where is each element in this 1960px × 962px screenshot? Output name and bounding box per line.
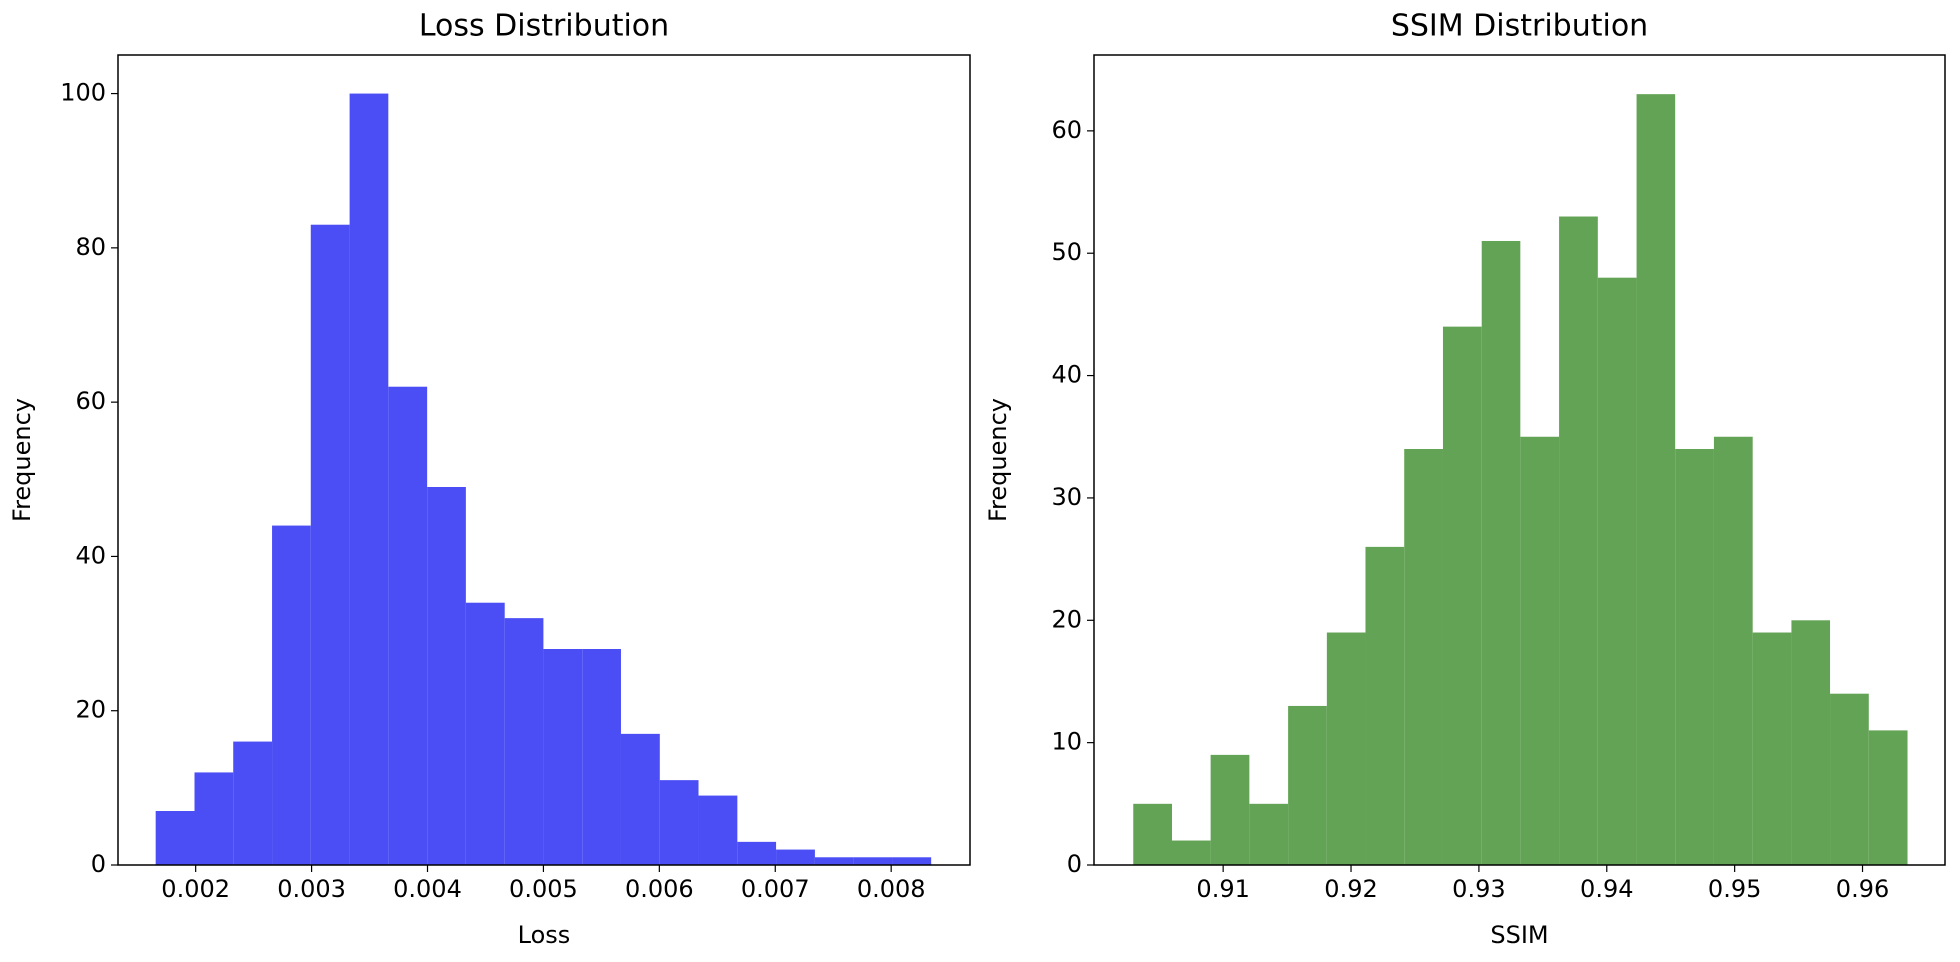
y-tick-label: 50: [1051, 238, 1082, 266]
bar: [388, 386, 428, 865]
x-tick-label: 0.96: [1836, 875, 1889, 903]
bar: [1791, 620, 1831, 865]
bar: [659, 780, 699, 865]
y-axis-label: Frequency: [8, 398, 36, 522]
x-axis-label: SSIM: [1490, 921, 1548, 949]
bar: [1636, 94, 1676, 866]
bar: [1559, 216, 1598, 866]
chart-title: Loss Distribution: [419, 9, 669, 44]
bar: [1365, 546, 1405, 865]
y-tick-label: 60: [75, 387, 106, 415]
y-tick-label: 0: [91, 850, 106, 878]
bar: [155, 811, 195, 865]
x-tick-label: 0.005: [509, 875, 578, 903]
bar: [1481, 240, 1521, 865]
x-tick-label: 0.003: [277, 875, 346, 903]
bar: [1172, 840, 1211, 865]
bar: [814, 857, 854, 865]
bar: [1442, 326, 1482, 865]
chart-title: SSIM Distribution: [1391, 9, 1648, 44]
y-tick-label: 60: [1051, 116, 1082, 144]
bar: [1752, 632, 1792, 865]
x-tick-label: 0.008: [857, 875, 926, 903]
bar: [1288, 705, 1327, 865]
bar: [1675, 448, 1714, 865]
bar: [1326, 632, 1366, 865]
y-tick-label: 40: [75, 541, 106, 569]
bar: [310, 224, 350, 865]
x-tick-label: 0.91: [1196, 875, 1249, 903]
y-axis-label: Frequency: [984, 398, 1012, 522]
y-tick-label: 0: [1067, 850, 1082, 878]
bar: [582, 649, 621, 865]
bar: [1520, 436, 1560, 865]
bar: [1830, 693, 1869, 865]
bar: [543, 649, 583, 865]
bar: [1597, 277, 1637, 865]
bar: [427, 487, 466, 865]
bar: [892, 857, 932, 865]
x-tick-label: 0.94: [1580, 875, 1633, 903]
bar: [465, 602, 505, 865]
bar: [698, 795, 738, 865]
x-tick-label: 0.006: [625, 875, 694, 903]
bar: [1210, 754, 1250, 865]
y-tick-label: 10: [1051, 728, 1082, 756]
bar: [776, 849, 815, 865]
x-tick-label: 0.92: [1324, 875, 1377, 903]
y-tick-label: 100: [60, 79, 106, 107]
y-tick-label: 40: [1051, 361, 1082, 389]
bar: [1713, 436, 1753, 865]
y-tick-label: 20: [1051, 605, 1082, 633]
axes-frame: [1093, 54, 1946, 866]
bar: [194, 772, 234, 865]
y-tick-label: 80: [75, 233, 106, 261]
x-tick-label: 0.93: [1452, 875, 1505, 903]
bar: [272, 525, 311, 865]
x-tick-label: 0.007: [741, 875, 810, 903]
bar: [233, 741, 273, 865]
bar: [853, 857, 893, 865]
bar: [620, 733, 660, 865]
bar: [1133, 803, 1173, 865]
bar: [1868, 730, 1908, 865]
bar: [1404, 448, 1443, 865]
bar: [349, 93, 389, 866]
x-tick-label: 0.95: [1708, 875, 1761, 903]
y-tick-label: 30: [1051, 483, 1082, 511]
bar: [1249, 803, 1289, 865]
x-tick-label: 0.004: [393, 875, 462, 903]
x-tick-label: 0.002: [161, 875, 230, 903]
bar: [504, 618, 544, 865]
bar: [737, 841, 777, 865]
y-tick-label: 20: [75, 696, 106, 724]
x-axis-label: Loss: [518, 921, 571, 949]
